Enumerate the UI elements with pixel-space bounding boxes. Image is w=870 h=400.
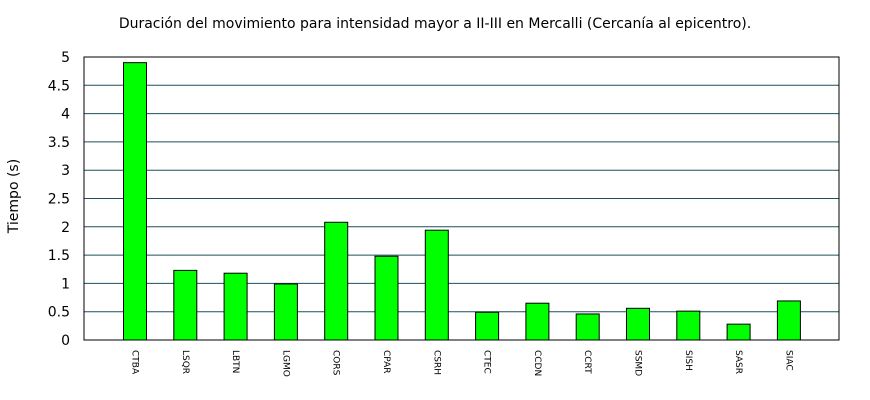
bar-lsqr bbox=[173, 269, 198, 341]
y-tick-label: 0 bbox=[61, 333, 70, 349]
bar-cpar bbox=[374, 255, 399, 341]
y-tick-labels: 0 0.5 1 1.5 2 2.5 3 3.5 4 4.5 5 bbox=[48, 50, 70, 349]
bar-ssmd bbox=[626, 307, 650, 341]
y-tick-label: 1.5 bbox=[48, 248, 70, 264]
bar-ccrt bbox=[575, 313, 600, 341]
grid-lines bbox=[84, 84, 839, 313]
bars bbox=[123, 62, 801, 341]
bar-csrh bbox=[424, 229, 449, 341]
y-tick-label: 3 bbox=[61, 163, 70, 179]
x-tick-label: CCRT bbox=[582, 350, 592, 374]
bar-sish bbox=[676, 310, 701, 341]
bar-siac bbox=[776, 300, 801, 341]
bar-cors bbox=[324, 221, 349, 341]
y-tick-label: 3.5 bbox=[48, 135, 70, 151]
bar-ctec bbox=[475, 311, 500, 341]
y-tick-label: 4 bbox=[61, 107, 70, 123]
x-tick-label: SIAC bbox=[783, 350, 793, 371]
x-tick-label: SSMD bbox=[633, 350, 643, 376]
x-tick-label: LGMO bbox=[280, 350, 290, 377]
x-tick-label: CTEC bbox=[482, 350, 492, 374]
x-tick-label: SASR bbox=[733, 350, 743, 374]
x-tick-label: LBTN bbox=[230, 350, 240, 373]
x-tick-label: CPAR bbox=[381, 350, 391, 374]
x-tick-label: LSQR bbox=[180, 350, 190, 374]
y-tick-label: 1 bbox=[61, 276, 70, 292]
x-tick-label: CSRH bbox=[431, 350, 441, 375]
x-tick-label: CTBA bbox=[130, 350, 140, 375]
plot-frame bbox=[83, 56, 840, 341]
bar-ccdn bbox=[525, 302, 550, 341]
chart-title: Duración del movimiento para intensidad … bbox=[118, 16, 752, 32]
bar-sasr bbox=[726, 323, 751, 341]
bar-lbtn bbox=[223, 272, 248, 341]
x-tick-label: SISH bbox=[683, 350, 693, 371]
bar-ctba bbox=[123, 62, 147, 341]
y-tick-label: 5 bbox=[61, 50, 70, 66]
x-tick-labels: CTBA LSQR LBTN LGMO CORS CPAR CSRH CTEC CCDN CCRT… bbox=[130, 350, 794, 377]
x-tick-label: CORS bbox=[331, 350, 341, 376]
y-tick-label: 2.5 bbox=[48, 192, 70, 208]
x-tick-label: CCDN bbox=[532, 350, 542, 376]
y-tick-label: 4.5 bbox=[48, 78, 70, 94]
bar-lgmo bbox=[273, 283, 298, 341]
y-tick-label: 0.5 bbox=[48, 305, 70, 321]
y-tick-label: 2 bbox=[61, 220, 70, 236]
